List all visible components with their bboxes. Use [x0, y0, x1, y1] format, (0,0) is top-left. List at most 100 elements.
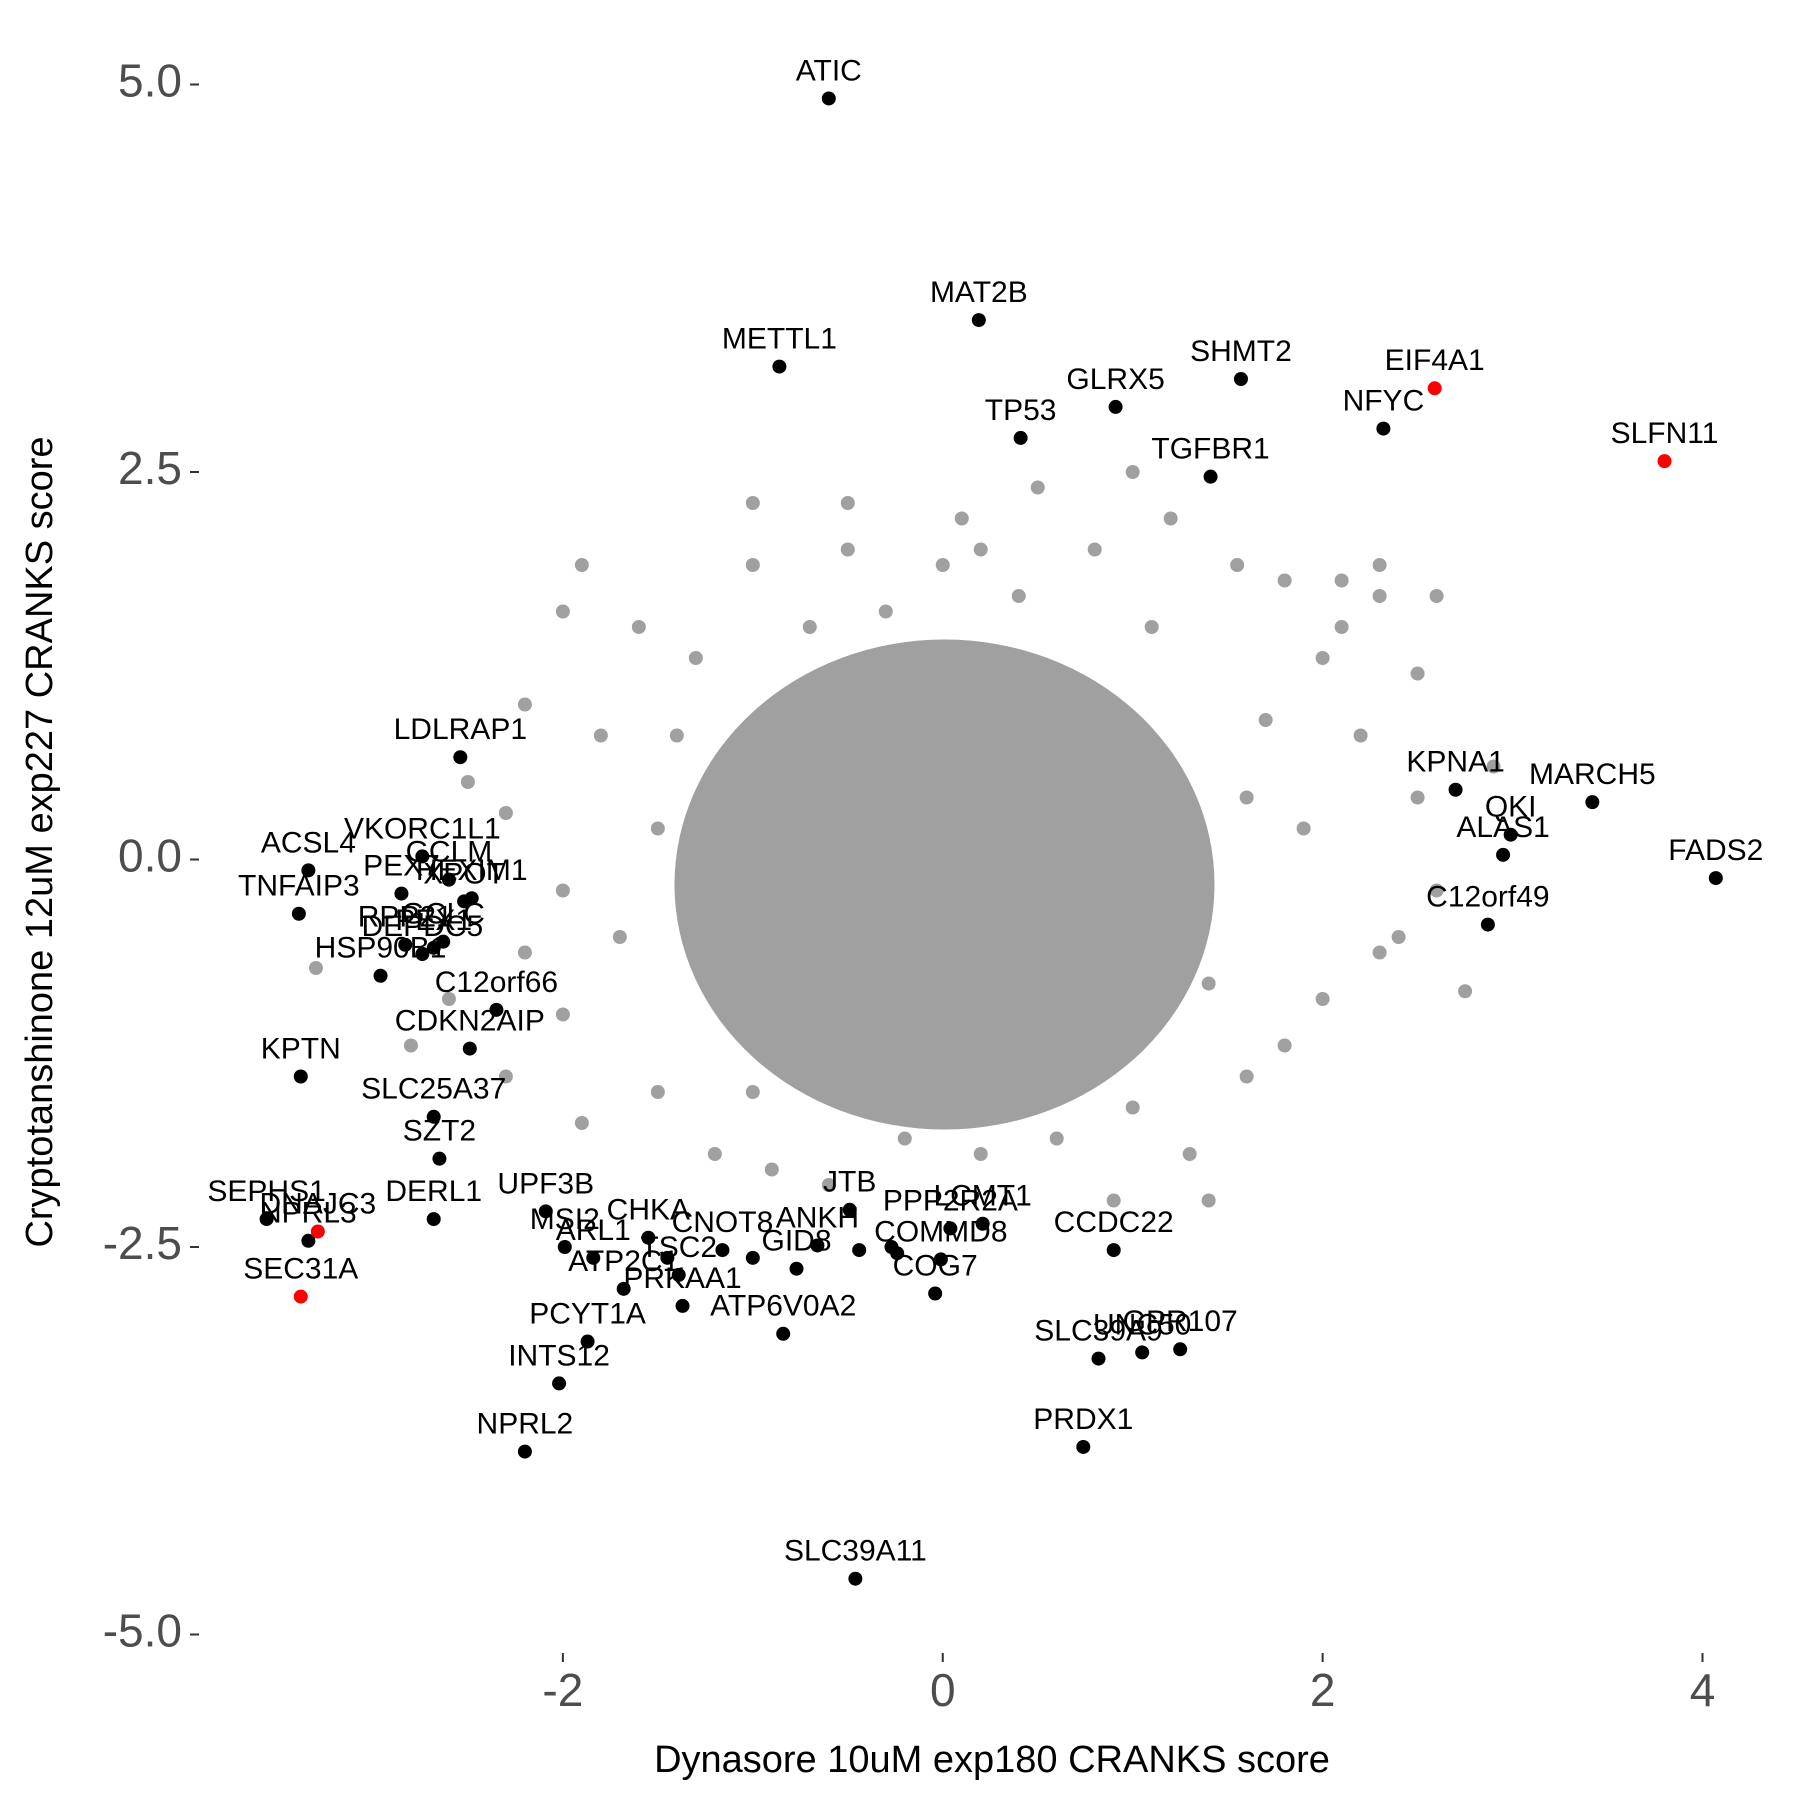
point: [498, 806, 513, 820]
point-label: NPRL3: [260, 1197, 357, 1230]
point: [954, 511, 969, 526]
point-label: SLC39A11: [784, 1535, 927, 1568]
point: [1503, 827, 1518, 842]
point-label: GPR107: [1123, 1305, 1238, 1338]
y-axis-title: Cryptotanshinone 12uM exp227 CRANKS scor…: [19, 436, 61, 1247]
point-label: GLRX5: [1066, 363, 1164, 396]
point: [848, 1571, 863, 1586]
point: [453, 750, 468, 765]
point: [1106, 1193, 1121, 1208]
point-label: TNFAIP3: [238, 870, 360, 903]
x-tick-label: 0: [930, 1664, 956, 1716]
point: [675, 1298, 690, 1313]
point-label: SEC31A: [243, 1253, 358, 1286]
point-label: TGFBR1: [1151, 433, 1269, 466]
point: [415, 947, 430, 962]
point: [460, 775, 475, 789]
point: [293, 1069, 308, 1084]
y-tick-label: 0.0: [118, 830, 182, 882]
point-label: SHMT2: [1190, 335, 1292, 368]
point: [1496, 847, 1511, 862]
point: [1258, 713, 1273, 727]
point: [1230, 558, 1245, 572]
point: [1049, 1131, 1064, 1146]
point: [935, 558, 950, 572]
point-label: PPP2R2A: [883, 1184, 1018, 1217]
point: [973, 1147, 988, 1161]
point: [441, 992, 456, 1006]
point-label: CNOT8: [672, 1206, 774, 1239]
point-label: SEPHS1: [207, 1175, 325, 1208]
point-label: TSC2: [640, 1231, 717, 1264]
point: [890, 1246, 905, 1261]
point: [745, 1250, 760, 1265]
point: [821, 1178, 836, 1192]
point: [707, 1147, 722, 1161]
point: [928, 1286, 943, 1301]
point: [441, 872, 456, 887]
point: [1125, 465, 1140, 479]
point-label: PRDX1: [1033, 1403, 1133, 1436]
point: [415, 849, 430, 864]
point-label: CHKA: [607, 1194, 690, 1227]
point-label: DEPDC5: [361, 910, 483, 943]
point: [398, 937, 413, 952]
point-label: ANKH: [776, 1201, 859, 1234]
point-label: COG7: [893, 1249, 978, 1282]
point-label: XPOT: [423, 857, 505, 890]
point: [669, 728, 684, 743]
point: [426, 1212, 441, 1227]
point: [1585, 795, 1600, 810]
point: [878, 604, 893, 619]
point: [517, 945, 532, 960]
point-label: MAT2B: [930, 276, 1028, 309]
point: [745, 496, 760, 510]
point: [1030, 1069, 1045, 1084]
point-label: ATP6V0A2: [710, 1290, 856, 1323]
point: [1091, 1351, 1106, 1366]
point-label: QKI: [1485, 791, 1537, 824]
point: [293, 1289, 308, 1304]
point: [745, 558, 760, 572]
point-label: HEXIM1: [416, 854, 528, 887]
y-tick-label: 2.5: [118, 442, 182, 494]
point: [1334, 573, 1349, 588]
point: [517, 697, 532, 712]
point-label: PRKAA1: [623, 1262, 741, 1295]
point-label: ATP2C1: [568, 1245, 679, 1278]
point: [432, 1151, 447, 1166]
point: [840, 496, 855, 510]
point-label: KPTN: [261, 1032, 341, 1065]
point-label: CDKN2AIP: [395, 1005, 545, 1038]
point: [1410, 666, 1425, 681]
x-tick-label: 2: [1310, 1664, 1336, 1716]
point-label: MSI2: [530, 1203, 600, 1236]
point: [1108, 399, 1123, 414]
point-label: GCLC: [402, 898, 485, 931]
point-label: MARCH5: [1529, 758, 1656, 791]
point: [574, 558, 589, 572]
point: [641, 1230, 656, 1245]
point-cloud: [674, 639, 1215, 1130]
point: [1013, 430, 1028, 445]
point: [1410, 790, 1425, 805]
point-label: INTS12: [508, 1339, 610, 1372]
point: [580, 1334, 595, 1349]
point-label: RPP21: [358, 901, 453, 934]
point: [1391, 930, 1406, 944]
point: [291, 906, 306, 921]
point-label: ATIC: [796, 54, 862, 87]
point: [593, 728, 608, 743]
point: [1239, 790, 1254, 805]
point: [1708, 871, 1723, 886]
point-label: SLFN11: [1611, 417, 1719, 450]
point: [574, 1116, 589, 1130]
point-label: C12orf66: [435, 966, 558, 999]
point: [776, 1326, 791, 1341]
point: [1106, 1243, 1121, 1258]
point: [631, 620, 646, 634]
point-label: PEX1: [395, 904, 472, 937]
point-label: JTB: [823, 1166, 876, 1199]
point: [310, 1224, 325, 1239]
